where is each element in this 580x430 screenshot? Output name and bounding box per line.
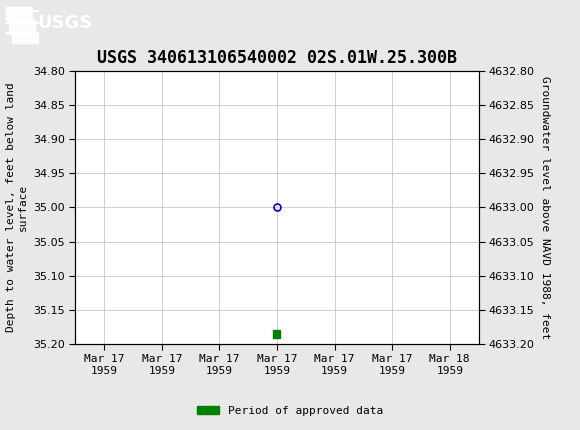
Text: USGS: USGS: [38, 14, 93, 31]
Y-axis label: Depth to water level, feet below land
surface: Depth to water level, feet below land su…: [6, 83, 28, 332]
Y-axis label: Groundwater level above NAVD 1988, feet: Groundwater level above NAVD 1988, feet: [541, 76, 550, 339]
Title: USGS 340613106540002 02S.01W.25.300B: USGS 340613106540002 02S.01W.25.300B: [97, 49, 457, 67]
Legend: Period of approved data: Period of approved data: [193, 401, 387, 420]
Bar: [274, 330, 280, 338]
